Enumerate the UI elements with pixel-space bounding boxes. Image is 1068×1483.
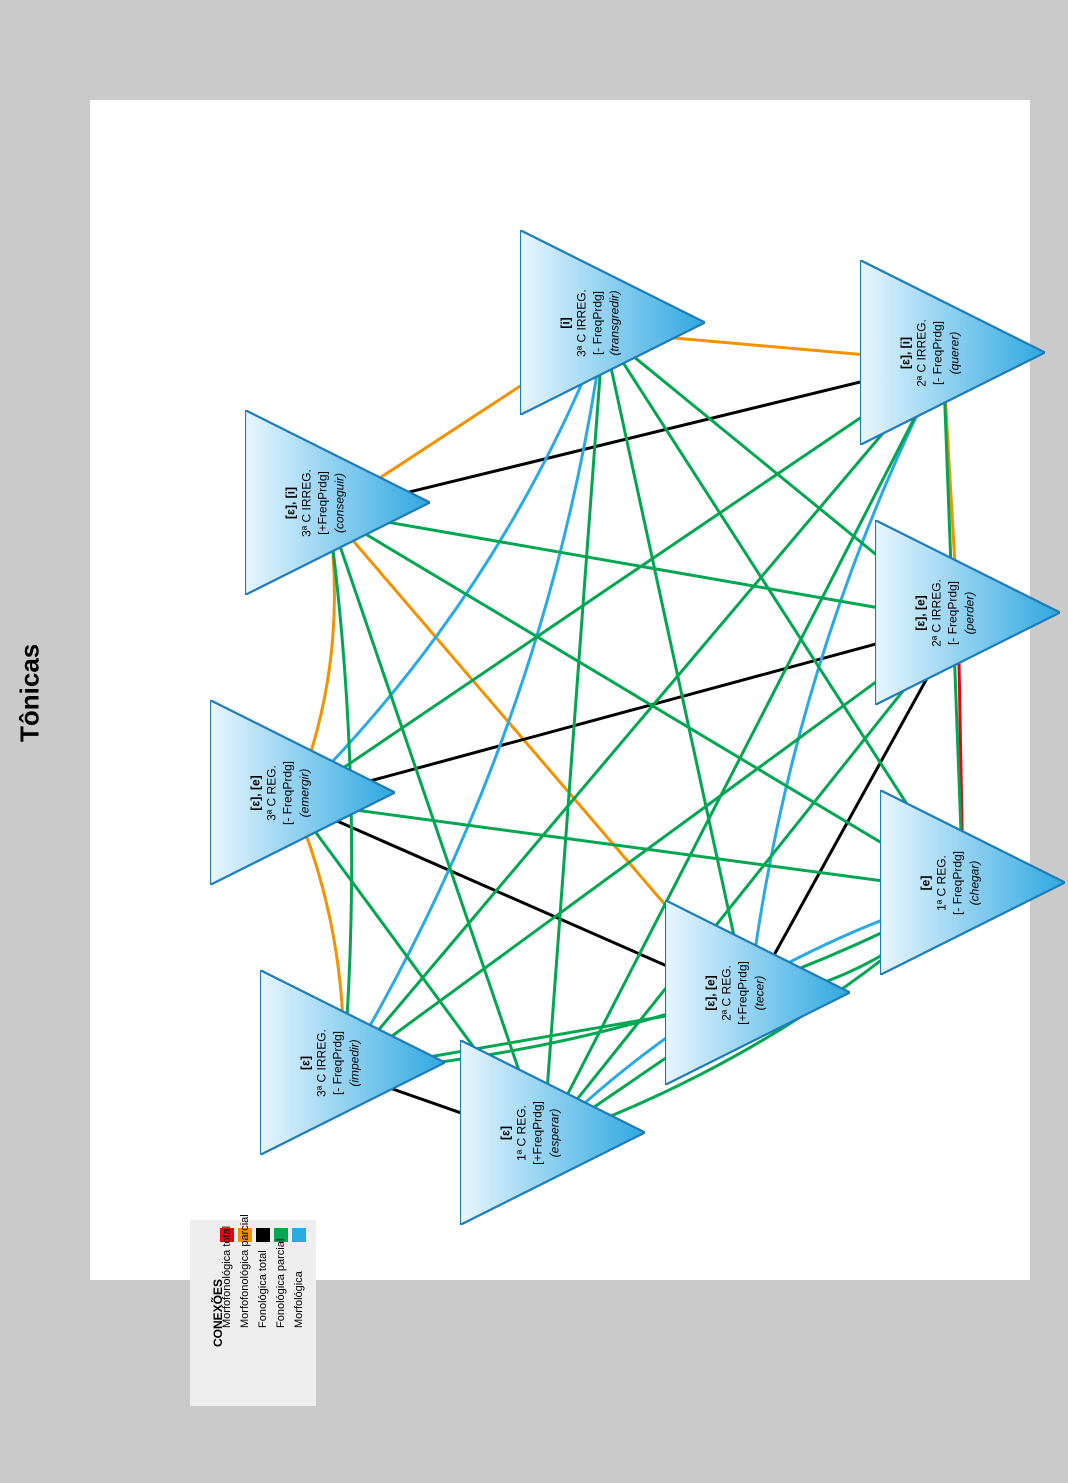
- edge-transgredir-impedir: [343, 332, 603, 1072]
- edge-tecer-esperar: [543, 1002, 748, 1142]
- edge-conseguir-emergir: [293, 512, 334, 802]
- edge-emergir-impedir: [293, 802, 343, 1072]
- edge-conseguir-esperar: [328, 512, 543, 1142]
- page-title: Tônicas: [15, 643, 46, 741]
- legend-label: Morfológica: [224, 1314, 374, 1328]
- edge-perder-impedir: [343, 622, 958, 1072]
- edges-layer: [90, 100, 1030, 1280]
- edge-impedir-esperar: [343, 1072, 543, 1142]
- edge-transgredir-conseguir: [328, 332, 603, 512]
- legend-swatch: [292, 1228, 306, 1242]
- edge-querer-impedir: [343, 362, 943, 1072]
- edge-emergir-esperar: [293, 802, 543, 1142]
- diagram-stage: Tônicas [i]3ª C IRREG.[- FreqPrdg](trans…: [0, 0, 1068, 1483]
- edge-conseguir-chegar: [328, 512, 963, 892]
- edge-emergir-perder: [293, 622, 958, 802]
- legend-item-fon_total: Fonológica total: [256, 1228, 270, 1396]
- edge-querer-emergir: [293, 362, 943, 802]
- legend-item-morfofon_total: Morfofonológica total: [220, 1228, 234, 1396]
- legend-item-morfofon_parcial: Morfofonológica parcial: [238, 1228, 252, 1396]
- legend: CONEXÕES Morfofonológica totalMorfofonol…: [190, 1220, 316, 1406]
- legend-item-morfologica: Morfológica: [292, 1228, 306, 1396]
- edge-impedir-chegar: [343, 892, 963, 1072]
- diagram-panel: [i]3ª C IRREG.[- FreqPrdg](transgredir)[…: [90, 100, 1030, 1280]
- legend-swatch: [256, 1228, 270, 1242]
- edge-tecer-impedir: [343, 1002, 748, 1072]
- edge-transgredir-querer: [603, 332, 943, 362]
- legend-item-fon_parcial: Fonológica parcial: [274, 1228, 288, 1396]
- edge-querer-esperar: [543, 362, 943, 1142]
